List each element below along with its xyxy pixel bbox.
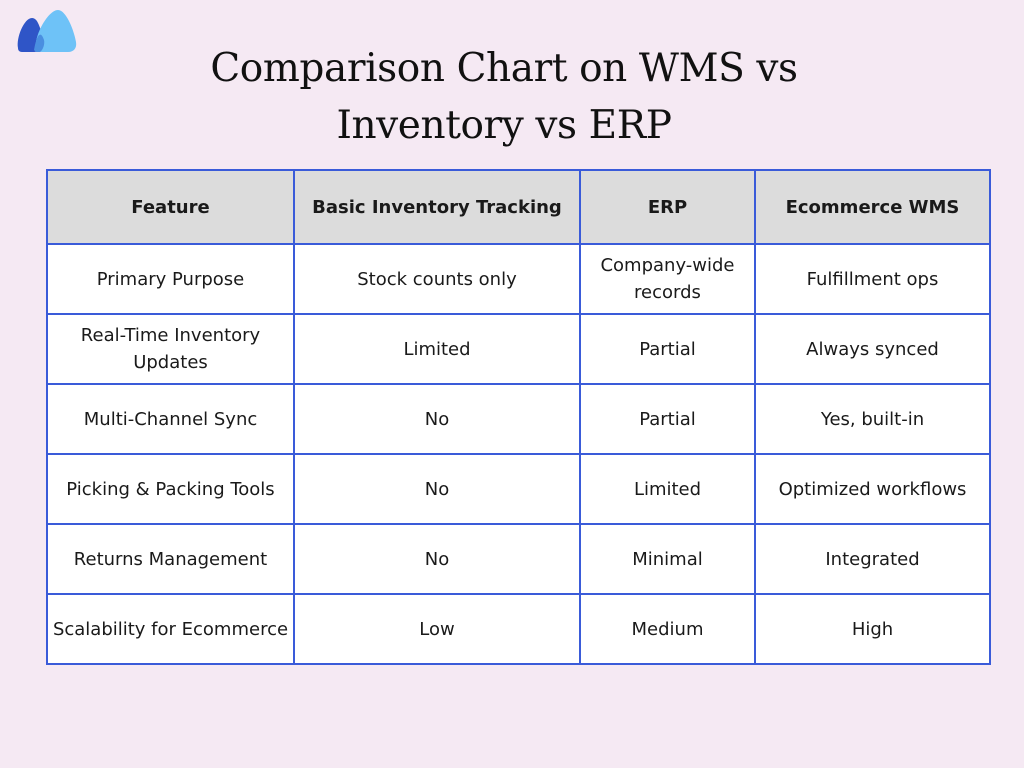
basic-inventory-cell: Stock counts only — [293, 243, 581, 315]
header-erp: ERP — [579, 169, 756, 245]
title-line-2: Inventory vs ERP — [336, 103, 672, 148]
header-basic-inventory-tracking: Basic Inventory Tracking — [293, 169, 581, 245]
feature-cell: Returns Management — [46, 523, 295, 595]
ecommerce-wms-cell: Yes, built-in — [754, 383, 991, 455]
page-title: Comparison Chart on WMS vs Inventory vs … — [0, 40, 1008, 154]
erp-cell: Limited — [579, 453, 756, 525]
ecommerce-wms-cell: High — [754, 593, 991, 665]
basic-inventory-cell: No — [293, 453, 581, 525]
header-ecommerce-wms: Ecommerce WMS — [754, 169, 991, 245]
table-row: Returns Management No Minimal Integrated — [46, 523, 991, 595]
feature-cell: Multi-Channel Sync — [46, 383, 295, 455]
erp-cell: Minimal — [579, 523, 756, 595]
feature-cell: Picking & Packing Tools — [46, 453, 295, 525]
erp-cell: Partial — [579, 313, 756, 385]
table-row: Scalability for Ecommerce Low Medium Hig… — [46, 593, 991, 665]
basic-inventory-cell: Low — [293, 593, 581, 665]
table-row: Primary Purpose Stock counts only Compan… — [46, 243, 991, 315]
ecommerce-wms-cell: Fulfillment ops — [754, 243, 991, 315]
basic-inventory-cell: Limited — [293, 313, 581, 385]
table-row: Real-Time Inventory Updates Limited Part… — [46, 313, 991, 385]
erp-cell: Partial — [579, 383, 756, 455]
title-line-1: Comparison Chart on WMS vs — [210, 46, 798, 91]
ecommerce-wms-cell: Always synced — [754, 313, 991, 385]
basic-inventory-cell: No — [293, 383, 581, 455]
ecommerce-wms-cell: Integrated — [754, 523, 991, 595]
comparison-table: Feature Basic Inventory Tracking ERP Eco… — [46, 169, 991, 665]
basic-inventory-cell: No — [293, 523, 581, 595]
feature-cell: Primary Purpose — [46, 243, 295, 315]
table-row: Multi-Channel Sync No Partial Yes, built… — [46, 383, 991, 455]
header-feature: Feature — [46, 169, 295, 245]
erp-cell: Medium — [579, 593, 756, 665]
ecommerce-wms-cell: Optimized workflows — [754, 453, 991, 525]
erp-cell: Company-wide records — [579, 243, 756, 315]
brand-logo-icon — [14, 8, 80, 56]
feature-cell: Real-Time Inventory Updates — [46, 313, 295, 385]
table-row: Picking & Packing Tools No Limited Optim… — [46, 453, 991, 525]
table-header-row: Feature Basic Inventory Tracking ERP Eco… — [46, 169, 991, 245]
feature-cell: Scalability for Ecommerce — [46, 593, 295, 665]
